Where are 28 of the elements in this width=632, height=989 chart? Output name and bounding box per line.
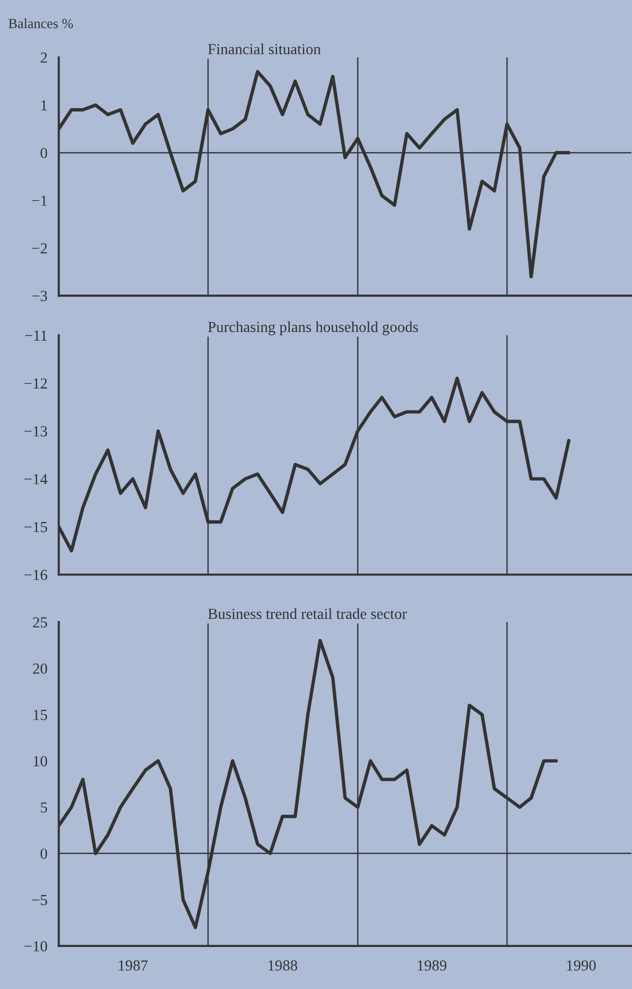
y-tick-label: −5 — [32, 895, 48, 906]
x-tick-label: 1988 — [268, 960, 298, 971]
y-tick-label: −10 — [24, 941, 48, 952]
y-tick-label: −13 — [24, 426, 48, 436]
y-tick-label: 25 — [33, 617, 48, 628]
y-tick-label: 5 — [40, 802, 48, 813]
x-tick-label: 1990 — [567, 960, 596, 971]
y-tick-label: 10 — [34, 756, 48, 766]
chart-title: Business trend retail trade sector — [208, 608, 407, 619]
y-tick-label: 0 — [40, 148, 48, 158]
y-tick-label: −16 — [24, 570, 48, 580]
y-tick-label: 0 — [40, 848, 48, 859]
chart-title: Financial situation — [208, 44, 321, 54]
y-tick-label: −12 — [24, 378, 47, 388]
y-tick-label: −15 — [24, 522, 48, 532]
x-tick-label: 1987 — [118, 960, 148, 971]
y-tick-label: 2 — [40, 52, 47, 63]
y-tick-label: 1 — [41, 100, 47, 110]
y-tick-label: −1 — [32, 196, 47, 206]
y-tick-label: −11 — [25, 330, 47, 341]
y-tick-label: −3 — [32, 290, 48, 302]
chart-title: Purchasing plans household goods — [208, 321, 418, 336]
x-tick-label: 1989 — [418, 960, 446, 971]
y-tick-label: 20 — [33, 663, 48, 674]
y-tick-label: −14 — [24, 474, 48, 484]
y-tick-label: 15 — [34, 710, 48, 720]
y-axis-title: Balances % — [8, 18, 73, 28]
y-tick-label: −2 — [32, 243, 47, 254]
